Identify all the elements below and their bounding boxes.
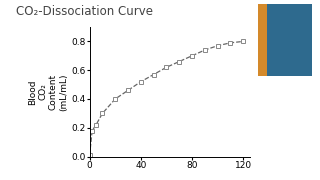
Y-axis label: Blood
CO₂
Content
(mL/mL): Blood CO₂ Content (mL/mL) <box>28 73 68 111</box>
Text: CO₂-Dissociation Curve: CO₂-Dissociation Curve <box>16 5 153 18</box>
